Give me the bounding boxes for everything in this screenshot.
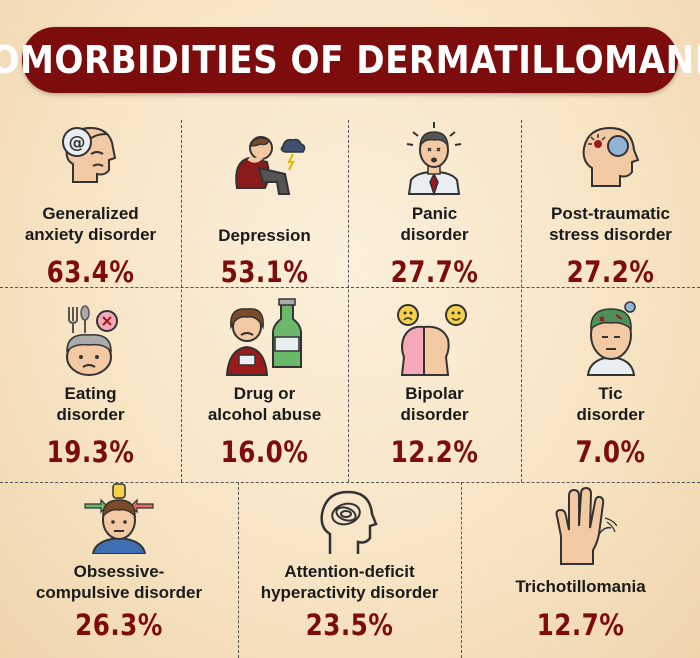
bipolar-faces-icon <box>397 304 467 376</box>
comorbidity-value: 16.0% <box>220 435 309 469</box>
comorbidity-label: Panic disorder <box>400 204 469 244</box>
comorbidity-value: 27.7% <box>390 255 479 289</box>
depressed-person-icon <box>235 136 306 195</box>
divider <box>348 120 349 482</box>
comorbidity-cell-adhd: Attention-deficit hyperactivity disorder … <box>238 482 461 658</box>
eating-disorder-icon <box>66 305 118 376</box>
ocd-head-icon <box>84 483 154 554</box>
divider <box>0 482 700 483</box>
hand-pulling-hair-icon <box>555 486 617 565</box>
page-title: COMORBIDITIES OF DERMATILLOMANIA <box>0 38 700 82</box>
ptsd-head-icon <box>582 126 640 187</box>
comorbidity-cell-tic: Tic disorder 7.0% <box>521 287 700 482</box>
comorbidity-label: Tic disorder <box>576 384 645 424</box>
comorbidity-cell-depression: Depression 53.1% <box>181 100 348 289</box>
comorbidity-label: Attention-deficit hyperactivity disorder <box>260 562 439 602</box>
comorbidity-value: 12.2% <box>390 435 479 469</box>
divider <box>238 482 239 658</box>
alcohol-bottle-icon <box>225 298 302 376</box>
comorbidity-cell-ocd: Obsessive-compulsive disorder 26.3% <box>0 482 238 658</box>
comorbidity-label: Obsessive-compulsive disorder <box>35 562 203 602</box>
comorbidity-label: Drug or alcohol abuse <box>207 384 322 424</box>
comorbidity-cell-trichotillomania: Trichotillomania 12.7% <box>461 482 700 658</box>
comorbidity-cell-drug-alcohol: Drug or alcohol abuse 16.0% <box>181 287 348 482</box>
comorbidity-cell-bipolar: Bipolar disorder 12.2% <box>348 287 521 482</box>
comorbidity-label: Trichotillomania <box>515 577 646 596</box>
comorbidity-value: 53.1% <box>220 255 309 289</box>
comorbidity-label: Depression <box>218 226 311 245</box>
comorbidity-value: 26.3% <box>75 608 163 642</box>
comorbidity-value: 27.2% <box>566 255 655 289</box>
adhd-head-icon <box>320 490 378 554</box>
divider <box>181 120 182 482</box>
comorbidity-cell-ptsd: Post-traumatic stress disorder 27.2% <box>521 100 700 289</box>
tic-head-icon <box>586 301 636 376</box>
title-banner: COMORBIDITIES OF DERMATILLOMANIA <box>0 27 700 93</box>
comorbidity-value: 12.7% <box>536 608 625 642</box>
anxious-head-icon: @ <box>62 126 117 183</box>
comorbidity-cell-panic: Panic disorder 27.7% <box>348 100 521 289</box>
comorbidity-value: 7.0% <box>575 435 646 469</box>
svg-text:@: @ <box>69 133 86 153</box>
comorbidity-value: 63.4% <box>46 255 135 289</box>
divider <box>521 120 522 482</box>
comorbidity-cell-eating: Eating disorder 19.3% <box>0 287 181 482</box>
comorbidity-value: 19.3% <box>46 435 135 469</box>
comorbidity-label: Generalized anxiety disorder <box>24 204 157 244</box>
panic-person-icon <box>406 122 462 196</box>
comorbidity-label: Post-traumatic stress disorder <box>549 204 672 244</box>
comorbidity-cell-generalized-anxiety: @ Generalized anxiety disorder 63.4% <box>0 100 181 289</box>
divider <box>461 482 462 658</box>
comorbidity-label: Eating disorder <box>56 384 125 424</box>
divider <box>0 287 700 288</box>
comorbidity-value: 23.5% <box>305 608 394 642</box>
comorbidity-label: Bipolar disorder <box>400 384 469 424</box>
